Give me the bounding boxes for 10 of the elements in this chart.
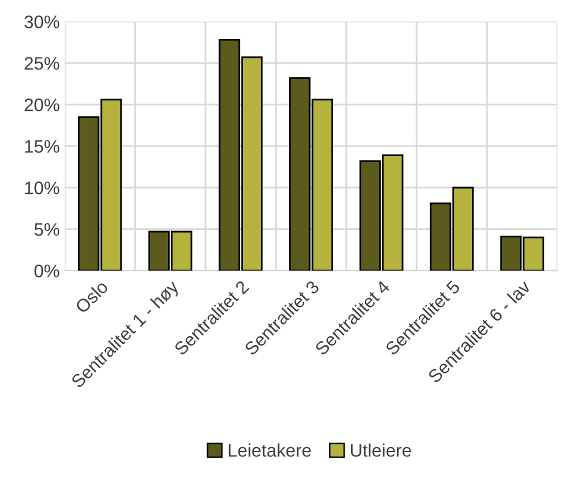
y-tick-label: 10%: [25, 182, 60, 194]
y-tick-label: 15%: [25, 140, 60, 153]
y-tick-label: 5%: [34, 223, 60, 236]
y-tick-label: 20%: [24, 98, 60, 112]
legend-label: Leietakere: [228, 444, 311, 457]
y-tick-label: 0%: [34, 264, 60, 278]
x-tick-label: Oslo: [74, 280, 109, 314]
y-tick-label: 25%: [24, 57, 60, 70]
legend-label: Utleiere: [350, 444, 411, 457]
y-tick-label: 30%: [24, 15, 60, 28]
